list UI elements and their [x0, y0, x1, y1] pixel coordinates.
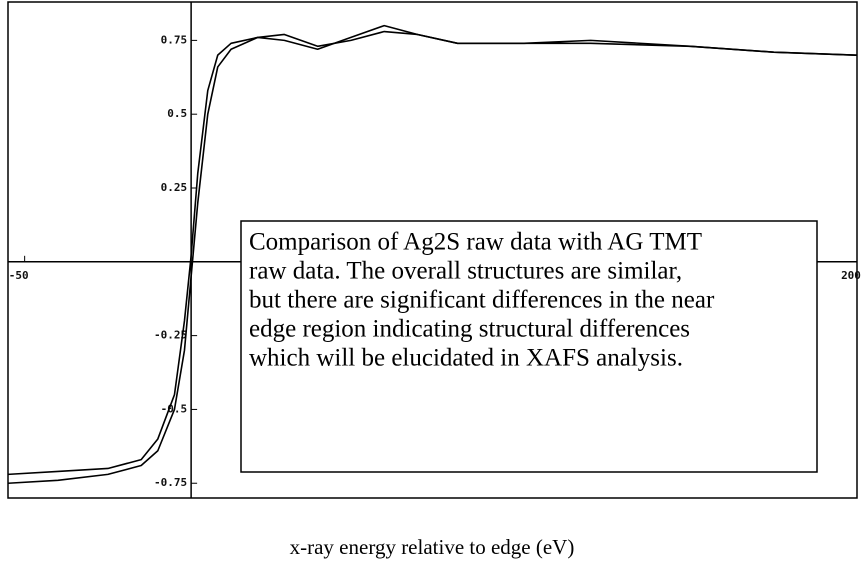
y-tick-label: -0.75 [154, 476, 187, 489]
data-line [7, 30, 858, 485]
x-tick-label: 200 [841, 269, 861, 282]
y-tick-label: 0.5 [167, 107, 187, 120]
x-axis-label: x-ray energy relative to edge (eV) [290, 535, 575, 559]
annotation-line: edge region indicating structural differ… [249, 316, 690, 343]
y-tick-label: 0.75 [161, 33, 188, 46]
plot-frame [7, 1, 858, 499]
y-tick-label: 0.25 [161, 181, 188, 194]
y-tick-label: -0.25 [154, 329, 187, 342]
annotation-line: but there are significant differences in… [249, 287, 715, 314]
annotation-box [240, 220, 818, 473]
x-tick-label: -50 [9, 269, 29, 282]
annotation-line: which will be elucidated in XAFS analysi… [249, 345, 683, 372]
annotation-line: Comparison of Ag2S raw data with AG TMT [249, 229, 702, 256]
annotation-line: raw data. The overall structures are sim… [249, 258, 682, 285]
